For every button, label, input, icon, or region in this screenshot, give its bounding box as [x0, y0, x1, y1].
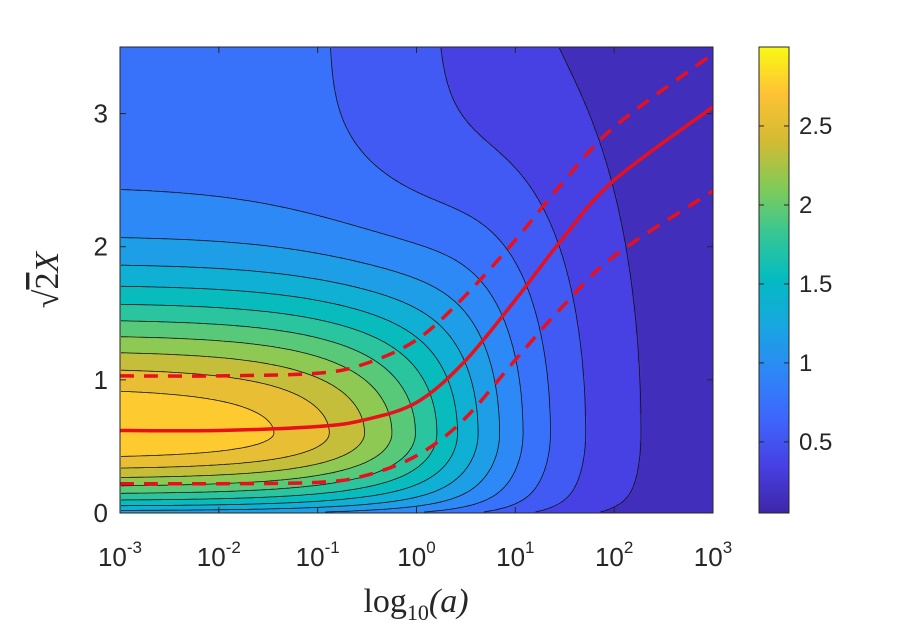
colorbar-tick-label: 1 — [799, 350, 812, 377]
contour-line — [120, 390, 275, 457]
x-tick-base: 10 — [496, 542, 525, 572]
series-lines — [120, 52, 713, 486]
x-tick-exp: -2 — [226, 538, 241, 557]
x-tick-label: 102 — [595, 538, 633, 572]
x-tick-label: 101 — [496, 538, 534, 572]
colorbar-tick-label: 0.5 — [799, 429, 832, 456]
x-axis-label-func: log — [363, 583, 406, 620]
colorbar-tick-label: 1.5 — [799, 271, 832, 298]
contour-line — [120, 352, 365, 478]
series-dashed-red-upper — [120, 52, 713, 378]
x-tick-label: 103 — [694, 538, 732, 572]
colorbar-ticks: 0.5 1 1.5 2 2.5 — [759, 113, 832, 456]
contour-line — [120, 189, 524, 513]
colorbar-frame — [758, 46, 790, 514]
x-tick-exp: 1 — [525, 538, 534, 557]
heatmap-image — [120, 47, 713, 513]
x-tick-exp: -1 — [325, 538, 340, 557]
y-tick-label: 0 — [94, 498, 108, 528]
x-tick-label: 10-2 — [197, 538, 241, 572]
x-tick-exp: 3 — [723, 538, 732, 557]
svg-text:√2X: √2X — [29, 251, 66, 309]
contour-line — [330, 47, 551, 513]
y-axis-label-num: 2 — [29, 273, 66, 290]
y-axis-label: √2X — [29, 251, 66, 309]
colorbar-image — [759, 47, 789, 513]
x-tick-base: 10 — [98, 542, 127, 572]
series-solid-red — [120, 105, 713, 433]
y-axis-label-var: X — [29, 251, 66, 275]
x-tick-exp: -3 — [127, 538, 142, 557]
x-axis-label-sub: 10 — [407, 600, 429, 625]
y-tick-label: 1 — [94, 365, 108, 395]
y-axis-label-radical: √ — [29, 289, 66, 308]
heatmap — [120, 47, 713, 513]
contour-line — [121, 237, 500, 513]
x-axis-label: log10(a) — [363, 583, 468, 625]
colorbar-tick-label: 2 — [799, 192, 812, 219]
contour-line — [559, 47, 642, 513]
x-tick-exp: 0 — [426, 538, 435, 557]
x-tick-base: 10 — [397, 542, 426, 572]
x-tick-base: 10 — [197, 542, 226, 572]
y-ticks: 0 1 2 3 — [94, 99, 713, 528]
x-tick-base: 10 — [694, 542, 723, 572]
x-tick-base: 10 — [595, 542, 624, 572]
contour-line — [120, 320, 416, 494]
contour-lines — [120, 47, 642, 513]
x-tick-label: 10-1 — [296, 538, 340, 572]
x-tick-label: 10-3 — [98, 538, 142, 572]
y-tick-label: 2 — [94, 232, 108, 262]
y-tick-label: 3 — [94, 99, 108, 129]
series-dashed-red-lower — [120, 189, 713, 486]
x-tick-base: 10 — [296, 542, 325, 572]
contour-line — [121, 264, 479, 511]
colorbar: 0.5 1 1.5 2 2.5 — [758, 46, 832, 514]
contour-line — [121, 285, 458, 507]
x-ticks: 10-3 10-2 10-1 100 101 102 103 — [98, 47, 732, 572]
x-axis-label-arg: (a) — [429, 583, 469, 620]
colorbar-tick-label: 2.5 — [799, 113, 832, 140]
x-tick-exp: 2 — [624, 538, 633, 557]
x-tick-label: 100 — [397, 538, 435, 572]
contour-line — [440, 47, 587, 513]
